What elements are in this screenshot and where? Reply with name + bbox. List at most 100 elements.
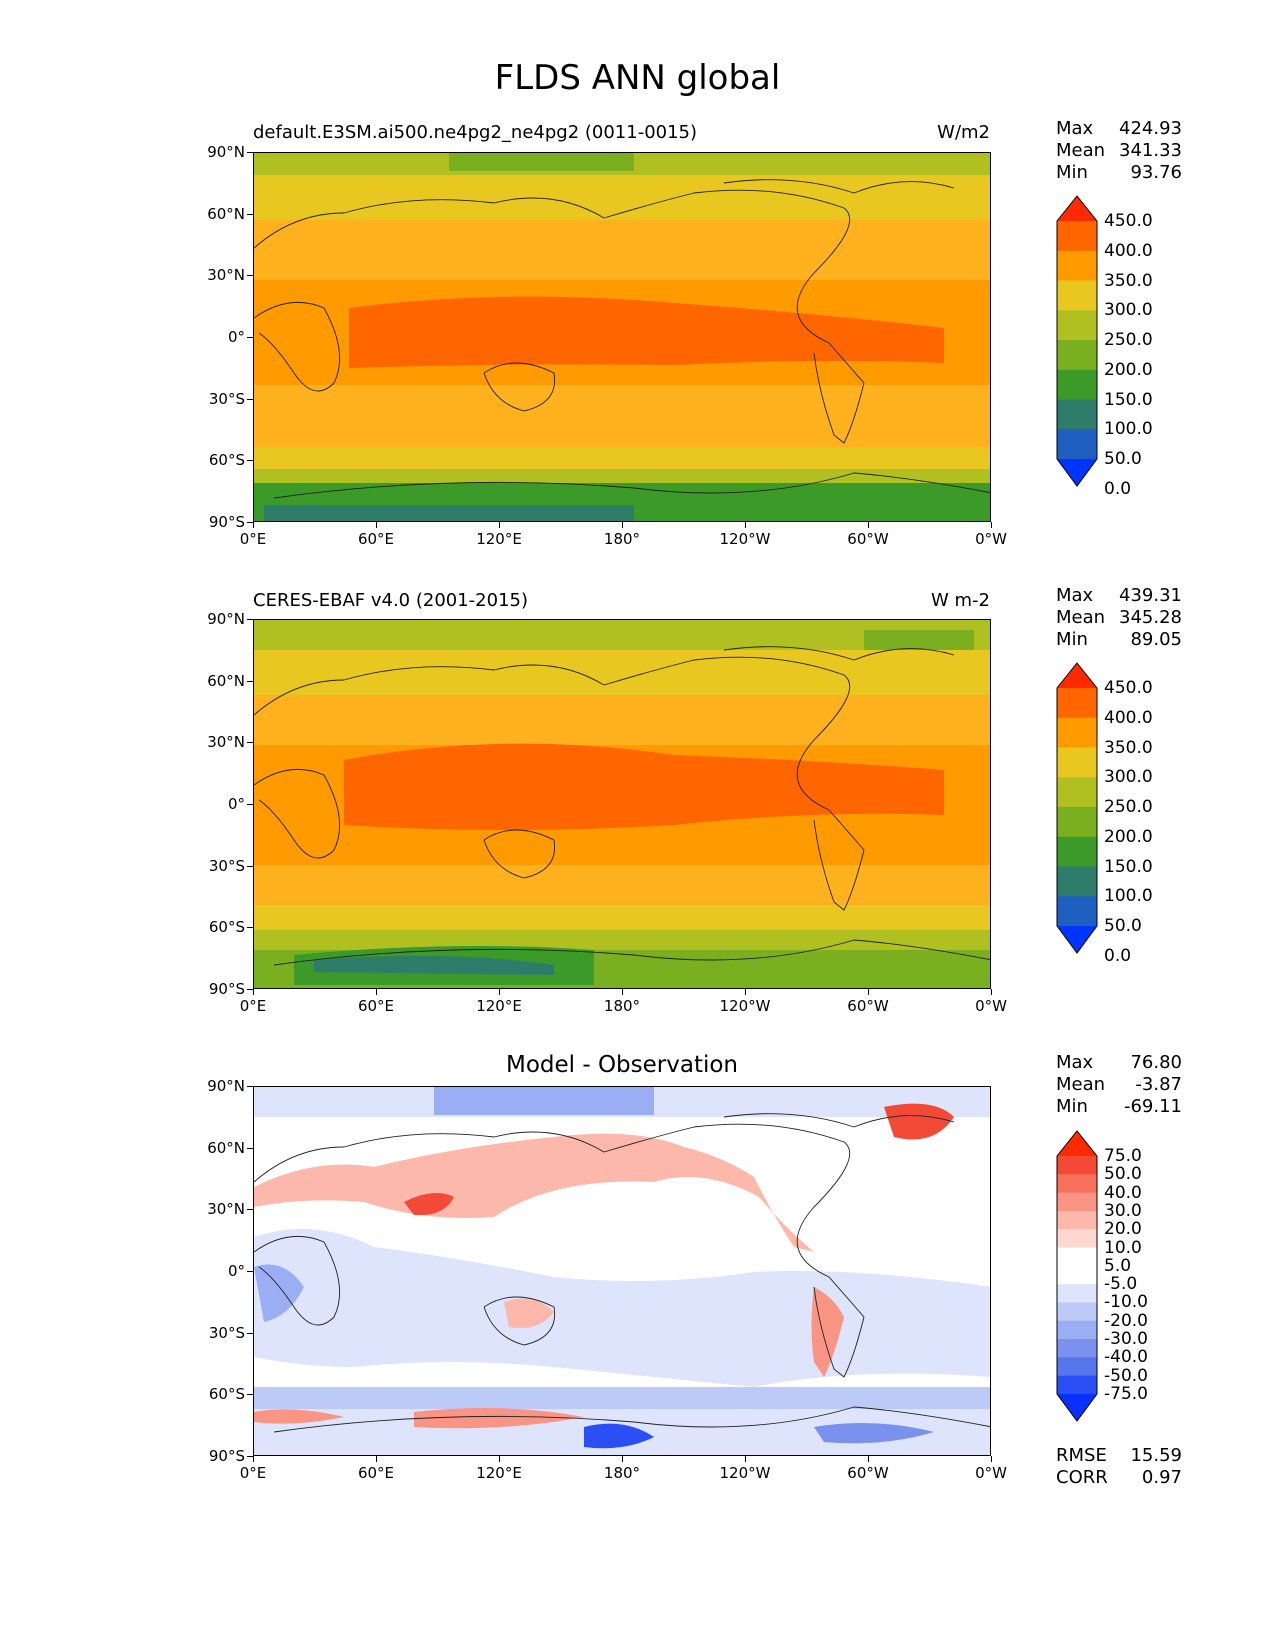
stat-label: Min	[1056, 1096, 1088, 1117]
colorbar-tick-label: 100.0	[1104, 886, 1153, 907]
colorbar-outline	[1056, 1130, 1098, 1422]
colorbar-tick-label: 250.0	[1104, 797, 1153, 817]
lat-tick-label: 30°N	[207, 266, 245, 285]
lat-tick-mark	[247, 619, 253, 620]
stat-label: Mean	[1056, 1074, 1106, 1095]
colorbar-tick-label: -40.0	[1104, 1347, 1148, 1368]
panel-2-map	[253, 619, 991, 989]
lat-tick-mark	[247, 865, 253, 867]
stat-value: 93.76	[1130, 162, 1182, 183]
colorbar-tick-label: 350.0	[1104, 737, 1153, 758]
p3-so-neg	[254, 1387, 990, 1409]
colorbar-segment	[1057, 1265, 1097, 1285]
stat-row: Min 89.05	[1056, 629, 1182, 651]
panel-1-map-svg	[254, 153, 990, 521]
colorbar-segment	[1057, 280, 1097, 311]
lon-tick-label: 120°E	[476, 530, 522, 548]
lat-tick-mark	[247, 213, 253, 215]
colorbar-tick-label: 0.0	[1104, 945, 1132, 966]
colorbar-tick-label: 300.0	[1104, 300, 1153, 321]
stat-value: 424.93	[1119, 118, 1182, 139]
stat-label: Mean	[1056, 607, 1106, 628]
lon-tick-label: 0°W	[975, 530, 1007, 548]
colorbar-tick-label: 450.0	[1104, 678, 1153, 698]
lon-tick-label: 0°W	[975, 1464, 1007, 1482]
colorbar-segment	[1057, 807, 1097, 838]
lon-tick-mark	[376, 522, 377, 528]
lat-tick-mark	[247, 1271, 253, 1272]
colorbar	[1056, 662, 1098, 954]
lon-tick-label: 0°E	[239, 997, 267, 1015]
colorbar-cap-bottom	[1057, 926, 1097, 953]
colorbar-tick-label: 5.0	[1104, 1255, 1132, 1276]
panel-3-map	[253, 1086, 991, 1456]
lat-tick-label: 30°N	[207, 1200, 245, 1219]
colorbar-outline	[1056, 195, 1098, 487]
p1-warm-pool	[349, 296, 944, 368]
stat-row: RMSE 15.59	[1056, 1445, 1182, 1467]
colorbar-tick-label: 200.0	[1104, 359, 1153, 380]
colorbar-tick-label: 20.0	[1104, 1219, 1142, 1240]
stat-value: 15.59	[1130, 1445, 1182, 1466]
lat-tick-label: 90°S	[208, 513, 245, 531]
panel-1-units: W/m2	[937, 122, 990, 143]
colorbar-tick-label: 450.0	[1104, 211, 1153, 231]
colorbar-tick-label: 10.0	[1104, 1237, 1142, 1258]
colorbar-tick-label: 40.0	[1104, 1182, 1142, 1203]
colorbar-tick-label: 400.0	[1104, 707, 1153, 728]
lon-tick-label: 180°	[603, 1464, 641, 1482]
stat-value: 76.80	[1130, 1052, 1182, 1073]
p2-warm-pool	[344, 743, 944, 830]
figure-title: FLDS ANN global	[494, 58, 781, 98]
colorbar-tick-label: -75.0	[1104, 1384, 1148, 1404]
lon-tick-label: 120°E	[476, 997, 522, 1015]
panel-1-map	[253, 152, 991, 522]
p3-ross-neg	[584, 1423, 654, 1449]
lat-tick-label: 0°	[227, 795, 245, 813]
lat-tick-label: 30°S	[208, 1323, 245, 1342]
stat-row: Min -69.11	[1056, 1096, 1182, 1118]
lon-tick-label: 120°W	[719, 530, 771, 548]
colorbar-tick-label: 50.0	[1104, 916, 1142, 936]
lon-tick-mark	[499, 989, 500, 995]
colorbar-segment	[1057, 1375, 1097, 1395]
colorbar-segment	[1057, 369, 1097, 400]
colorbar-tick-label: -5.0	[1104, 1274, 1138, 1295]
lat-tick-mark	[247, 1456, 253, 1457]
lon-tick-mark	[868, 989, 869, 995]
colorbar-cap-bottom	[1057, 459, 1097, 486]
colorbar-segment	[1057, 1174, 1097, 1194]
colorbar-segment	[1057, 1156, 1097, 1175]
p2-antarctic-core	[314, 956, 554, 975]
p1-band	[254, 469, 990, 483]
colorbar-segment	[1057, 221, 1097, 252]
p2-band	[254, 650, 990, 695]
stat-row: Min 93.76	[1056, 162, 1182, 184]
lon-tick-label: 0°E	[239, 1464, 267, 1482]
p2-band	[254, 695, 990, 745]
lat-tick-label: 60°N	[207, 671, 245, 690]
lat-tick-label: 90°N	[207, 1077, 245, 1095]
lon-tick-mark	[253, 522, 254, 528]
lat-tick-mark	[247, 989, 253, 990]
colorbar-outline	[1056, 662, 1098, 954]
lat-tick-label: 30°S	[208, 856, 245, 875]
lon-tick-label: 60°E	[357, 530, 395, 548]
lat-tick-label: 30°N	[207, 733, 245, 752]
panel-2-map-svg	[254, 620, 990, 988]
lon-tick-label: 120°E	[476, 1464, 522, 1482]
lat-tick-mark	[247, 927, 253, 929]
panel-1-title: default.E3SM.ai500.ne4pg2_ne4pg2 (0011-0…	[253, 122, 698, 143]
colorbar-tick-label: 75.0	[1104, 1146, 1142, 1166]
lat-tick-mark	[247, 1147, 253, 1149]
stat-label: Mean	[1056, 140, 1106, 161]
stat-label: RMSE	[1056, 1445, 1107, 1466]
lon-tick-mark	[745, 989, 746, 995]
stat-value: 345.28	[1119, 607, 1182, 628]
colorbar-segment	[1057, 777, 1097, 808]
p3-ant-pos-west	[254, 1409, 344, 1424]
colorbar-tick-label: 350.0	[1104, 270, 1153, 291]
colorbar-segment	[1057, 310, 1097, 341]
p2-band	[254, 865, 990, 905]
lat-tick-mark	[247, 680, 253, 682]
